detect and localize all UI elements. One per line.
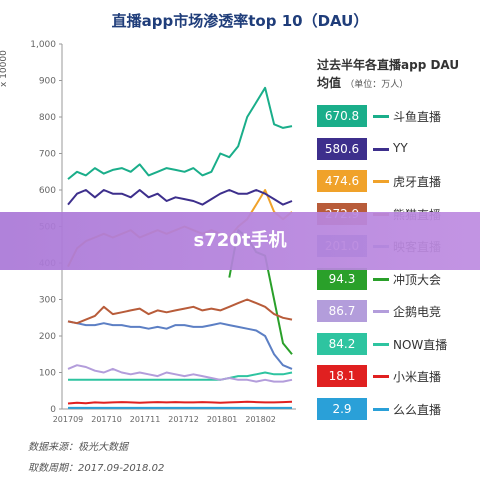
y-tick-label: 1,000 bbox=[30, 40, 56, 50]
legend-series-name: 企鹅电竞 bbox=[393, 305, 442, 319]
legend-avg-value: 474.6 bbox=[317, 170, 367, 192]
legend-title-line2: 均值 （单位：万人） bbox=[317, 74, 477, 94]
y-tick-label: 700 bbox=[39, 150, 56, 160]
legend-avg-value: 580.6 bbox=[317, 137, 367, 160]
y-tick-label: 600 bbox=[39, 186, 56, 196]
x-tick-label: 201712 bbox=[168, 415, 199, 424]
series-line bbox=[68, 371, 293, 381]
legend-swatch bbox=[373, 115, 389, 118]
series-line bbox=[67, 86, 293, 180]
legend-series-name: 么么直播 bbox=[393, 402, 442, 417]
legend-swatch bbox=[373, 310, 389, 313]
legend-swatch bbox=[373, 277, 389, 281]
legend-series-name: 小米直播 bbox=[393, 370, 442, 384]
series-line bbox=[67, 364, 293, 383]
legend-item: 670.8 斗鱼直播 bbox=[317, 105, 477, 127]
legend-unit: （单位：万人） bbox=[345, 80, 409, 90]
x-tick-label: 201801 bbox=[207, 415, 238, 424]
data-period: 取数周期：2017.09-2018.02 bbox=[28, 463, 165, 474]
x-tick-label: 201710 bbox=[91, 415, 122, 424]
legend-swatch bbox=[373, 407, 389, 411]
y-tick-label: 100 bbox=[39, 369, 56, 379]
overlay-banner: s720t手机 bbox=[0, 212, 480, 270]
legend-avg-value: 670.8 bbox=[317, 105, 367, 127]
legend-title: 过去半年各直播app DAU 均值 （单位：万人） bbox=[317, 56, 477, 94]
legend-series-name: 虎牙直播 bbox=[393, 175, 442, 189]
legend-swatch bbox=[373, 342, 389, 346]
data-source: 数据来源：极光大数据 bbox=[28, 442, 128, 453]
legend-item: 94.3 冲顶大会 bbox=[317, 267, 477, 290]
legend-item: 580.6 YY bbox=[317, 137, 477, 160]
legend-avg-value: 86.7 bbox=[317, 300, 367, 322]
series-line bbox=[67, 400, 293, 405]
legend-series-name: 冲顶大会 bbox=[393, 272, 442, 287]
legend-series-name: YY bbox=[393, 140, 408, 155]
legend-swatch bbox=[373, 375, 389, 378]
overlay-banner-text: s720t手机 bbox=[193, 230, 287, 251]
legend-title-avg: 均值 bbox=[317, 76, 342, 90]
legend-swatch bbox=[373, 180, 389, 183]
legend-item: 474.6 虎牙直播 bbox=[317, 170, 477, 192]
legend-series-name: 斗鱼直播 bbox=[393, 110, 442, 124]
y-tick-label: 200 bbox=[39, 332, 56, 342]
y-tick-label: 800 bbox=[39, 113, 56, 123]
legend-series-name: NOW直播 bbox=[393, 337, 448, 352]
legend-avg-value: 2.9 bbox=[317, 397, 367, 420]
y-tick-label: 300 bbox=[39, 296, 56, 306]
series-line bbox=[67, 298, 293, 325]
y-tick-label: 900 bbox=[39, 77, 56, 87]
x-tick-label: 201709 bbox=[53, 415, 84, 424]
x-tick-label: 201711 bbox=[130, 415, 161, 424]
x-tick-label: 201802 bbox=[245, 415, 276, 424]
legend-item: 2.9 么么直播 bbox=[317, 397, 477, 420]
legend-item: 18.1 小米直播 bbox=[317, 365, 477, 387]
legend-swatch bbox=[373, 147, 389, 151]
legend-avg-value: 18.1 bbox=[317, 365, 367, 387]
legend-item: 84.2 NOW直播 bbox=[317, 332, 477, 355]
legend-item: 86.7 企鹅电竞 bbox=[317, 300, 477, 322]
legend-title-line1: 过去半年各直播app DAU bbox=[317, 58, 460, 72]
legend-avg-value: 94.3 bbox=[317, 267, 367, 290]
series-line bbox=[67, 320, 293, 370]
series-line bbox=[67, 189, 293, 206]
y-tick-label: 0 bbox=[50, 405, 56, 415]
chart-title: 直播app市场渗透率top 10（DAU） bbox=[111, 12, 369, 30]
legend-avg-value: 84.2 bbox=[317, 332, 367, 355]
